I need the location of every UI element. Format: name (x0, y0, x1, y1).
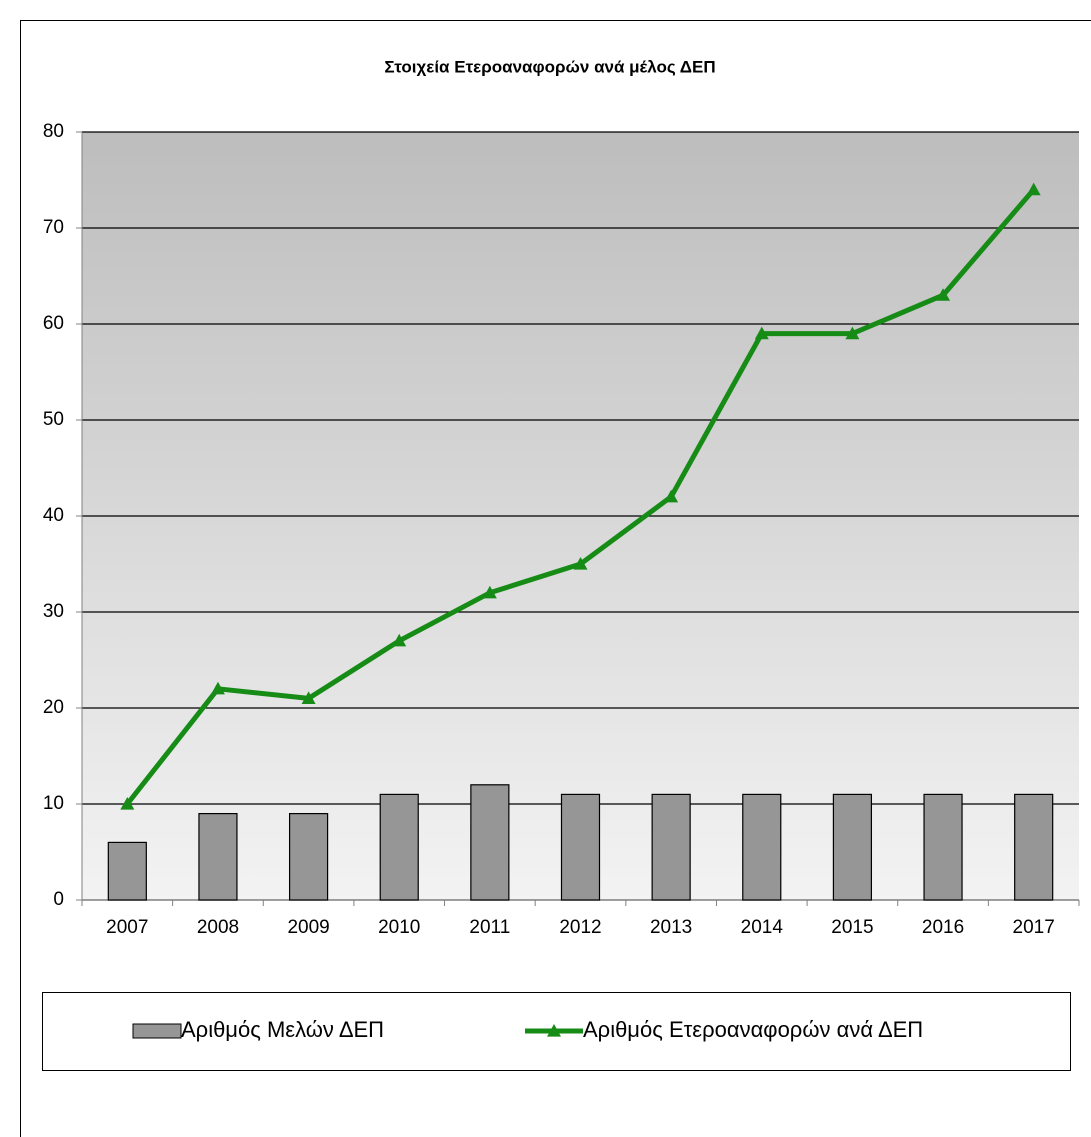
bar (198, 812, 238, 901)
chart-title: Στοιχεία Ετεροαναφορών ανά μέλος ΔΕΠ (384, 57, 715, 76)
marker (210, 681, 225, 695)
legend-label: Αριθμός Μελών ΔΕΠ (181, 1017, 384, 1042)
marker (664, 489, 679, 503)
bar (288, 812, 329, 901)
bar (107, 841, 147, 901)
y-tick-label: 20 (43, 697, 64, 718)
marker (482, 585, 497, 599)
marker (754, 326, 769, 340)
marker (120, 797, 135, 810)
x-tick-label: 2012 (559, 917, 601, 938)
legend-label: Αριθμός Ετεροαναφορών ανά ΔΕΠ (583, 1017, 923, 1042)
marker (301, 691, 316, 704)
bar (923, 793, 963, 901)
marker (1026, 182, 1041, 196)
x-tick-label: 2015 (831, 917, 873, 938)
x-tick-label: 2013 (650, 917, 692, 938)
bar (832, 793, 873, 901)
bar (651, 793, 691, 901)
y-tick-label: 50 (43, 409, 64, 430)
bar (470, 784, 510, 901)
x-tick-label: 2011 (469, 917, 510, 938)
x-tick-label: 2008 (197, 917, 239, 938)
marker (936, 288, 951, 301)
x-tick-label: 2016 (922, 917, 964, 938)
marker (573, 557, 588, 570)
bar (742, 793, 782, 901)
legend-marker (547, 1024, 561, 1037)
y-tick-label: 10 (43, 793, 64, 814)
marker (845, 326, 860, 340)
marker (392, 633, 407, 647)
y-tick-label: 40 (43, 505, 64, 526)
y-tick-label: 30 (43, 601, 64, 622)
y-tick-label: 60 (43, 313, 64, 334)
y-tick-label: 0 (53, 889, 64, 910)
x-tick-label: 2017 (1013, 917, 1055, 938)
bar (1014, 793, 1054, 901)
y-tick-label: 80 (43, 121, 64, 142)
x-tick-label: 2009 (287, 917, 329, 938)
y-tick-label: 70 (43, 217, 64, 238)
x-tick-label: 2007 (106, 917, 148, 938)
x-tick-label: 2014 (741, 917, 784, 938)
x-tick-label: 2010 (378, 917, 420, 938)
legend-swatch (132, 1023, 182, 1039)
bar (560, 793, 601, 901)
bar (379, 793, 419, 901)
